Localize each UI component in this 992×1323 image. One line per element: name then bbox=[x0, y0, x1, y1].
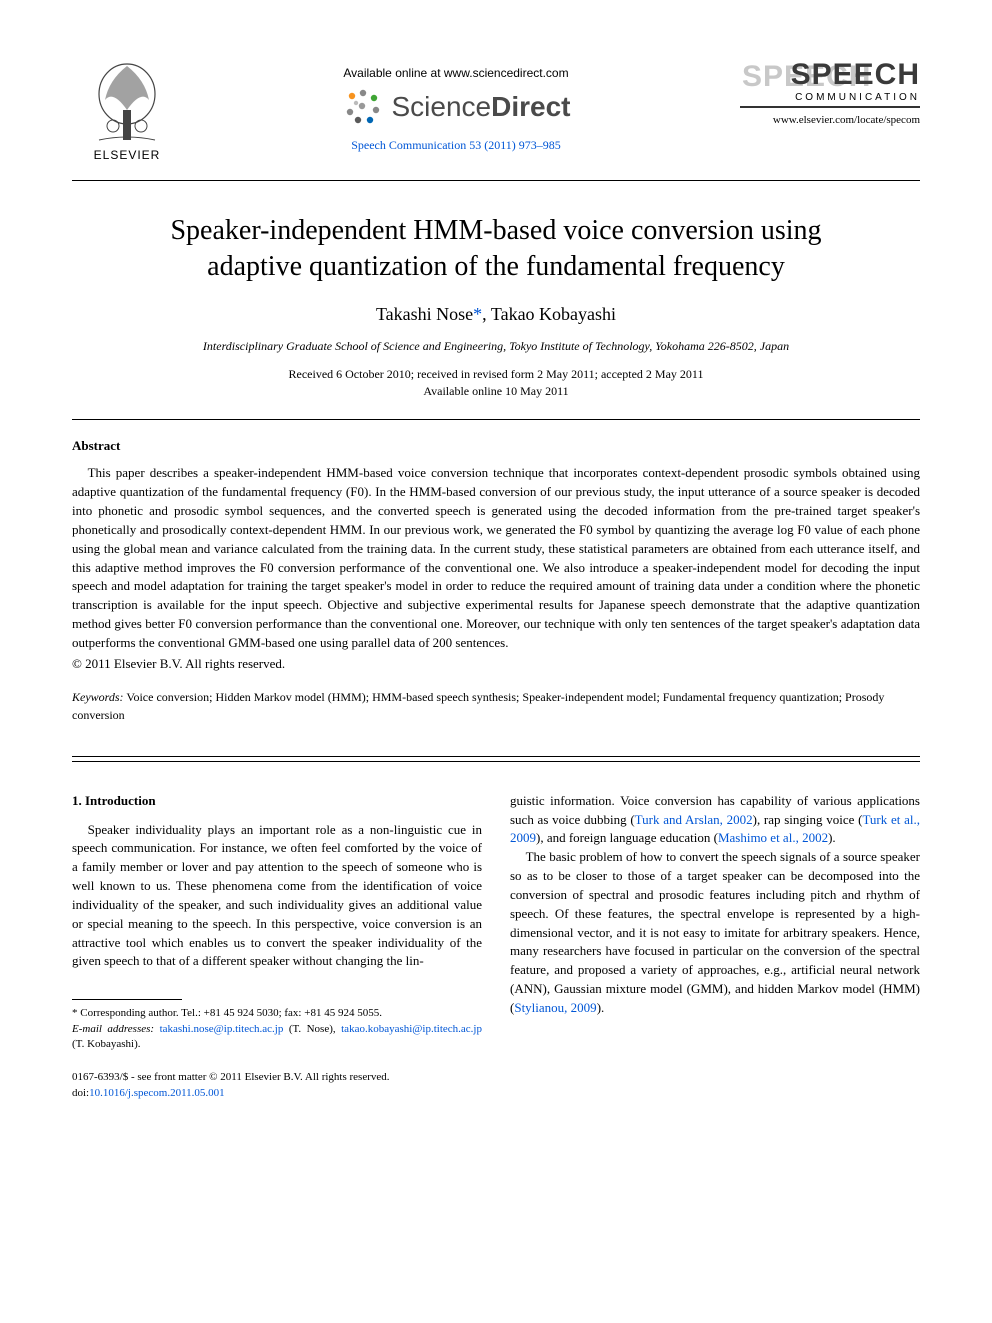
keywords-block: Keywords: Voice conversion; Hidden Marko… bbox=[72, 688, 920, 724]
journal-url: www.elsevier.com/locate/specom bbox=[730, 114, 920, 126]
affiliation: Interdisciplinary Graduate School of Sci… bbox=[72, 339, 920, 354]
paper-title: Speaker-independent HMM-based voice conv… bbox=[72, 213, 920, 286]
sd-text-bold: Direct bbox=[491, 91, 570, 122]
email-label: E-mail addresses: bbox=[72, 1023, 154, 1035]
corresponding-author-line: * Corresponding author. Tel.: +81 45 924… bbox=[72, 1006, 482, 1021]
doi-label: doi: bbox=[72, 1087, 89, 1099]
doi-link[interactable]: 10.1016/j.specom.2011.05.001 bbox=[89, 1087, 225, 1099]
header-row: ELSEVIER Available online at www.science… bbox=[72, 60, 920, 162]
available-online-text: Available online at www.sciencedirect.co… bbox=[182, 66, 730, 80]
dates-line-2: Available online 10 May 2011 bbox=[423, 384, 568, 398]
footnote-block: * Corresponding author. Tel.: +81 45 924… bbox=[72, 1006, 482, 1052]
communication-word: COMMUNICATION bbox=[740, 92, 920, 103]
abstract-copyright: © 2011 Elsevier B.V. All rights reserved… bbox=[72, 655, 920, 674]
header-center: Available online at www.sciencedirect.co… bbox=[182, 60, 730, 153]
r-p1-c: ), and foreign language education ( bbox=[536, 830, 718, 845]
email-1[interactable]: takashi.nose@ip.titech.ac.jp bbox=[160, 1023, 284, 1035]
r-p2-a: The basic problem of how to convert the … bbox=[510, 849, 920, 1015]
corresponding-asterisk[interactable]: * bbox=[473, 304, 482, 324]
cite-mashimo-2002[interactable]: Mashimo et al., 2002 bbox=[718, 830, 828, 845]
elsevier-logo-block: ELSEVIER bbox=[72, 60, 182, 162]
sciencedirect-logo: ScienceDirect bbox=[342, 86, 571, 128]
keywords-label: Keywords: bbox=[72, 690, 124, 704]
title-line-1: Speaker-independent HMM-based voice conv… bbox=[170, 215, 821, 246]
journal-reference[interactable]: Speech Communication 53 (2011) 973–985 bbox=[182, 138, 730, 153]
intro-para-1-right: guistic information. Voice conversion ha… bbox=[510, 792, 920, 849]
right-column: guistic information. Voice conversion ha… bbox=[510, 792, 920, 1102]
journal-logo-block: SPEECH SPEECH COMMUNICATION www.elsevier… bbox=[730, 60, 920, 126]
sciencedirect-wordmark: ScienceDirect bbox=[392, 91, 571, 123]
email-2[interactable]: takao.kobayashi@ip.titech.ac.jp bbox=[341, 1023, 482, 1035]
journal-logo: SPEECH SPEECH COMMUNICATION bbox=[740, 60, 920, 108]
cite-stylianou-2009[interactable]: Stylianou, 2009 bbox=[514, 1000, 596, 1015]
body-columns: 1. Introduction Speaker individuality pl… bbox=[72, 792, 920, 1102]
keywords-bottom-rule-1 bbox=[72, 756, 920, 757]
speech-word-front: SPEECH bbox=[791, 58, 920, 91]
cite-turk-arslan-2002[interactable]: Turk and Arslan, 2002 bbox=[635, 812, 753, 827]
dates-block: Received 6 October 2010; received in rev… bbox=[72, 366, 920, 400]
keywords-bottom-rule-2 bbox=[72, 761, 920, 762]
front-matter-line: 0167-6393/$ - see front matter © 2011 El… bbox=[72, 1070, 482, 1085]
elsevier-label: ELSEVIER bbox=[72, 148, 182, 162]
email-addresses-line: E-mail addresses: takashi.nose@ip.titech… bbox=[72, 1022, 482, 1053]
intro-para-1-left: Speaker individuality plays an important… bbox=[72, 821, 482, 972]
sd-text-light: Science bbox=[392, 91, 492, 122]
r-p2-b: ). bbox=[597, 1000, 605, 1015]
footer-block: 0167-6393/$ - see front matter © 2011 El… bbox=[72, 1070, 482, 1101]
abstract-body: This paper describes a speaker-independe… bbox=[72, 464, 920, 652]
doi-line: doi:10.1016/j.specom.2011.05.001 bbox=[72, 1086, 482, 1101]
elsevier-tree-icon bbox=[91, 60, 163, 146]
r-p1-b: ), rap singing voice ( bbox=[753, 812, 863, 827]
email-2-name: (T. Kobayashi). bbox=[72, 1038, 141, 1050]
left-column: 1. Introduction Speaker individuality pl… bbox=[72, 792, 482, 1102]
author-2: Takao Kobayashi bbox=[491, 304, 616, 324]
keywords-text: Voice conversion; Hidden Markov model (H… bbox=[72, 690, 884, 722]
title-line-2: adaptive quantization of the fundamental… bbox=[207, 251, 785, 282]
section-1-heading: 1. Introduction bbox=[72, 792, 482, 811]
sciencedirect-swirl-icon bbox=[342, 86, 384, 128]
r-p1-d: ). bbox=[828, 830, 836, 845]
authors: Takashi Nose*, Takao Kobayashi bbox=[72, 304, 920, 325]
speech-word: SPEECH SPEECH bbox=[740, 60, 920, 90]
email-1-name: (T. Nose), bbox=[283, 1023, 341, 1035]
intro-para-2-right: The basic problem of how to convert the … bbox=[510, 848, 920, 1018]
top-rule bbox=[72, 180, 920, 181]
footnote-separator bbox=[72, 999, 182, 1000]
dates-line-1: Received 6 October 2010; received in rev… bbox=[289, 367, 704, 381]
author-1: Takashi Nose bbox=[376, 304, 473, 324]
abstract-heading: Abstract bbox=[72, 438, 920, 454]
